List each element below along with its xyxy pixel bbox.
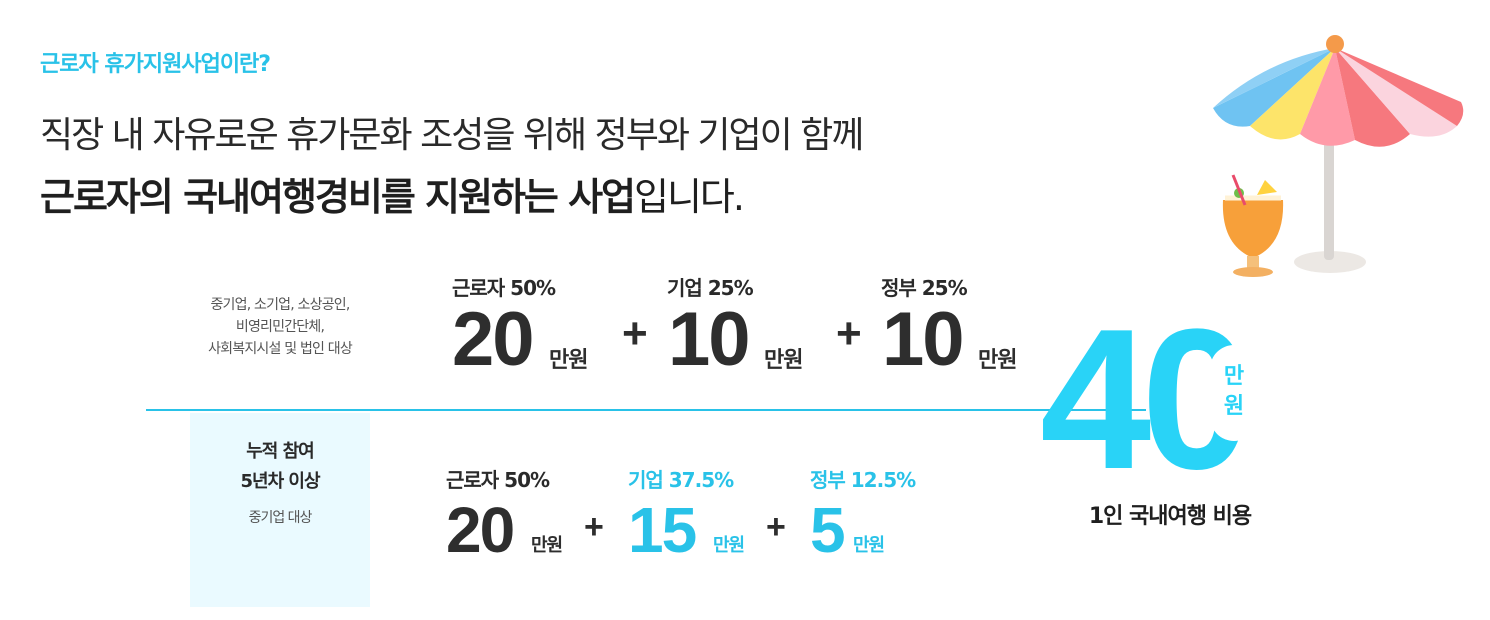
- general-government-label: 정부 25%: [881, 276, 968, 300]
- total-unit: 만 원: [1210, 362, 1258, 422]
- general-worker-unit: 만원: [549, 348, 588, 373]
- general-worker-label: 근로자 50%: [452, 276, 556, 300]
- general-worker-amount: 20: [452, 297, 535, 382]
- longterm-tier-title: 누적 참여 5년차 이상: [190, 437, 370, 497]
- section-divider: [146, 409, 1146, 411]
- plus-sign: +: [766, 508, 786, 546]
- total-unit-pill: [1210, 345, 1258, 441]
- longterm-company-unit: 만원: [713, 535, 745, 556]
- general-government-amount: 10: [882, 297, 965, 382]
- beach-umbrella-illustration: [1213, 35, 1464, 277]
- plus-sign: +: [584, 508, 604, 546]
- umbrella-base: [1294, 251, 1366, 273]
- general-company-amount: 10: [668, 297, 751, 382]
- target-line: 중기업, 소기업, 소상공인,: [210, 297, 350, 313]
- headline-line-1: 직장 내 자유로운 휴가문화 조성을 위해 정부와 기업이 함께: [40, 115, 864, 156]
- longterm-worker-amount: 20: [446, 494, 515, 566]
- headline-line-2: 근로자의 국내여행경비를 지원하는 사업입니다.: [40, 166, 745, 221]
- longterm-worker-label: 근로자 50%: [446, 468, 550, 492]
- umbrella-canopy: [1213, 35, 1464, 147]
- longterm-company-amount: 15: [628, 494, 697, 566]
- longterm-company-label: 기업 37.5%: [628, 468, 734, 492]
- headline-suffix: 입니다.: [634, 175, 745, 219]
- general-company-unit: 만원: [764, 348, 803, 373]
- general-company-label: 기업 25%: [667, 276, 754, 300]
- longterm-government-label: 정부 12.5%: [810, 468, 916, 492]
- plus-sign: +: [836, 309, 862, 358]
- title-line: 5년차 이상: [240, 471, 320, 492]
- tropical-drink-icon: [1222, 174, 1284, 277]
- longterm-tier-subtitle: 중기업 대상: [248, 510, 313, 526]
- general-tier-target: 중기업, 소기업, 소상공인, 비영리민간단체, 사회복지시설 및 법인 대상: [175, 294, 385, 360]
- longterm-government-unit: 만원: [853, 535, 885, 556]
- section-eyebrow: 근로자 휴가지원사업이란?: [40, 52, 271, 77]
- longterm-worker-unit: 만원: [531, 535, 563, 556]
- general-government-unit: 만원: [978, 348, 1017, 373]
- total-unit-char: 만: [1223, 364, 1245, 389]
- headline-emphasis: 근로자의 국내여행경비를 지원하는 사업: [40, 175, 636, 219]
- target-line: 사회복지시설 및 법인 대상: [208, 341, 353, 357]
- longterm-tier-panel: 누적 참여 5년차 이상 중기업 대상: [190, 413, 370, 607]
- longterm-government-amount: 5: [810, 494, 846, 566]
- target-line: 비영리민간단체,: [235, 319, 325, 335]
- total-unit-char: 원: [1223, 394, 1245, 419]
- plus-sign: +: [622, 309, 648, 358]
- umbrella-pole: [1324, 130, 1334, 260]
- title-line: 누적 참여: [246, 441, 315, 462]
- total-caption: 1인 국내여행 비용: [1088, 504, 1252, 529]
